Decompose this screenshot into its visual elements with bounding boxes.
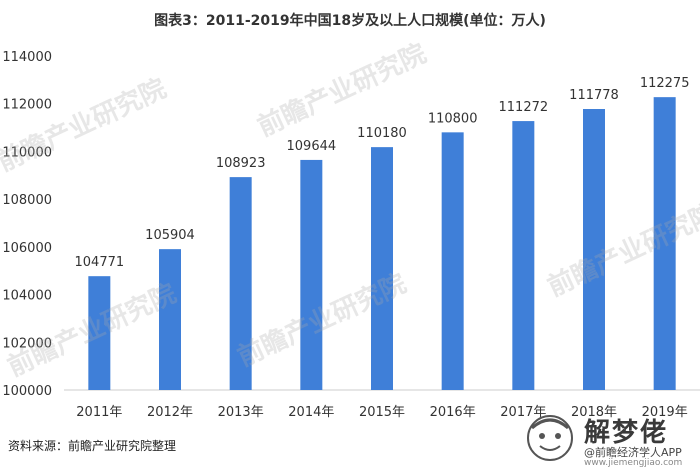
data-label: 111272 (499, 100, 549, 115)
x-tick-label: 2013年 (218, 405, 264, 420)
x-tick-label: 2018年 (571, 405, 617, 420)
brand-name: 解梦佬 (584, 418, 669, 448)
x-tick-label: 2014年 (288, 405, 334, 420)
x-tick-label: 2017年 (500, 405, 546, 420)
data-label: 112275 (640, 76, 690, 91)
source-note: 资料来源：前瞻产业研究院整理 (8, 439, 177, 453)
chart-title: 图表3：2011-2019年中国18岁及以上人口规模(单位：万人) (154, 13, 546, 29)
y-tick-label: 110000 (2, 145, 52, 160)
x-tick-label: 2019年 (642, 405, 688, 420)
y-tick-label: 108000 (2, 193, 52, 208)
bar (583, 109, 605, 391)
bar (371, 147, 393, 390)
bar (229, 177, 252, 390)
brand-logo-icon (527, 415, 573, 461)
data-label: 110800 (428, 111, 478, 126)
bar (300, 159, 323, 390)
data-label: 108923 (216, 156, 266, 171)
bar (441, 132, 464, 391)
y-tick-label: 114000 (2, 50, 52, 65)
brand-subtitle: @前瞻经济学人APP (584, 446, 682, 459)
bar (159, 249, 181, 390)
data-label: 111778 (569, 88, 619, 103)
x-tick-label: 2015年 (359, 405, 405, 420)
bar (653, 97, 676, 391)
x-tick-label: 2011年 (76, 405, 122, 420)
y-axis-ticks: 100000 102000 104000 106000 108000 110000 1120… (2, 50, 52, 399)
x-tick-label: 2016年 (430, 405, 476, 420)
y-tick-label: 100000 (2, 384, 52, 399)
data-label: 104771 (75, 255, 125, 270)
data-label: 110180 (357, 126, 407, 141)
bar (88, 276, 111, 390)
bar (512, 121, 535, 391)
y-tick-label: 106000 (2, 241, 52, 256)
y-tick-label: 112000 (2, 98, 52, 113)
data-label: 109644 (287, 139, 337, 154)
y-tick-label: 102000 (2, 336, 52, 351)
brand-url: www.jiemengjiao.com (584, 458, 683, 468)
x-tick-label: 2012年 (147, 405, 193, 420)
bars (88, 97, 676, 391)
data-labels: 104771 105904 108923 109644 110180 110800 1112… (75, 76, 690, 270)
x-axis-ticks: 2011年 2012年 2013年 2014年 2015年 2016年 2017年 2018年… (76, 405, 687, 420)
data-label: 105904 (145, 228, 195, 243)
brand-watermark: 解梦佬 @前瞻经济学人APP www.jiemengjiao.com (522, 410, 692, 468)
y-tick-label: 104000 (2, 289, 52, 304)
